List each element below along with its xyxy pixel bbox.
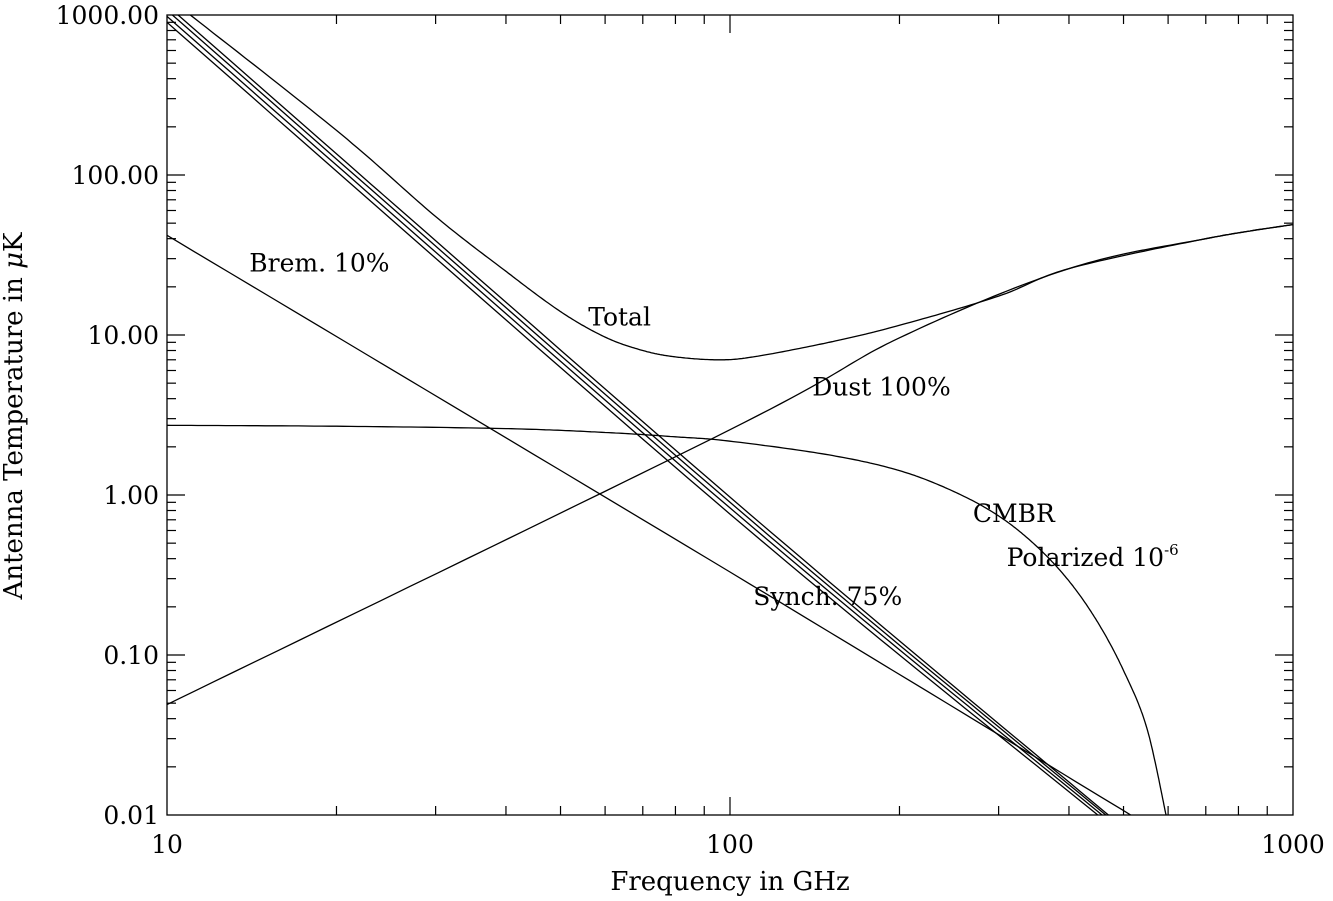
series-line-4 [177,15,1109,815]
x-axis-title: Frequency in GHz [610,867,849,897]
y-tick-label: 100.00 [72,161,159,190]
annotation-label: Polarized 10-6 [1007,541,1179,572]
series-line-8 [189,15,1293,361]
x-tick-label: 1000 [1261,830,1325,859]
annotation-label: CMBR [973,499,1056,528]
y-ticks: 0.01 0.10 1.00 10.00 100.00 1000.00 [56,1,1293,830]
annotation-label: Synch. 75% [753,582,902,611]
y-tick-label: 1000.00 [56,1,159,30]
x-tick-label: 10 [151,830,183,859]
y-tick-label: 0.10 [103,641,159,670]
series-line-5 [171,15,1107,815]
plot-frame [166,14,1294,816]
series-line-6 [167,15,1103,815]
x-ticks: 10 100 1000 [151,15,1325,859]
x-tick-label: 100 [706,830,754,859]
annotation-label: Total [588,302,651,331]
y-axis-title: Antenna Temperature in μK [0,232,29,600]
annotations: Brem. 10% Total Dust 100% CMBR Polarized 10-… [249,248,1178,611]
series-line-3 [167,223,1293,706]
annotation-label: Brem. 10% [249,248,389,277]
series-line-7 [167,21,1099,815]
y-axis-title-mu: μ [0,252,29,269]
y-tick-label: 0.01 [103,801,159,830]
y-tick-label: 10.00 [87,321,159,350]
series-lines [167,15,1293,815]
y-tick-label: 1.00 [103,481,159,510]
y-axis-title-text: Antenna Temperature in [0,269,29,601]
y-axis-title-unit: K [0,232,29,252]
series-line-1 [167,424,1167,815]
annotation-label: Dust 100% [812,372,950,401]
plot-border [166,14,1294,816]
